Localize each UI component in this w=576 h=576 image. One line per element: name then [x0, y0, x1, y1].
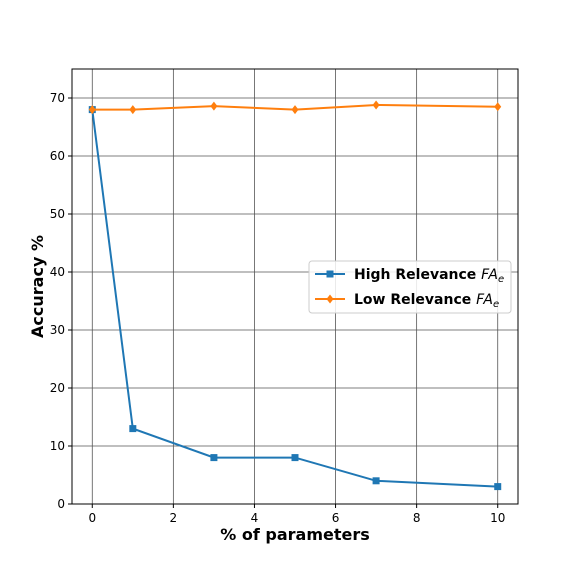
legend-entry: Low Relevance FAe: [315, 292, 499, 310]
y-tick-label: 50: [50, 207, 65, 221]
y-tick-label: 60: [50, 149, 65, 163]
y-tick-label: 10: [50, 439, 65, 453]
y-tick-label: 40: [50, 265, 65, 279]
series-layer: [88, 100, 502, 491]
legend-box: [308, 260, 512, 314]
y-tick-label: 0: [57, 497, 65, 511]
x-tick-label: 8: [413, 511, 421, 525]
series-line: [91, 109, 498, 488]
data-point: [210, 454, 218, 462]
data-point: [494, 483, 502, 491]
legend-label-subscript: e: [493, 299, 499, 310]
x-tick-label: 2: [170, 511, 178, 525]
data-point: [326, 294, 334, 304]
legend-label: High Relevance FAe: [354, 267, 504, 285]
y-axis-label: Accuracy %: [28, 235, 47, 338]
ticks: 0 2 4 6 8 10 0 10 20 30 40 50 60 70: [50, 91, 506, 525]
series-line: [92, 103, 498, 111]
data-point: [291, 454, 299, 462]
plot-frame: [71, 68, 519, 505]
x-axis-label: % of parameters: [220, 525, 370, 544]
legend-label-italic: FA: [476, 292, 493, 308]
y-tick-label: 20: [50, 381, 65, 395]
data-point: [88, 105, 96, 115]
data-point: [494, 102, 502, 112]
data-point: [291, 105, 299, 115]
x-tick-label: 6: [332, 511, 340, 525]
series-1: [88, 100, 502, 115]
data-point: [210, 101, 218, 111]
x-tick-label: 0: [88, 511, 96, 525]
legend-label-main: Low Relevance: [354, 292, 476, 308]
data-point: [372, 477, 380, 485]
data-point: [326, 270, 334, 278]
x-tick-label: 4: [251, 511, 259, 525]
legend-entry: High Relevance FAe: [315, 267, 504, 285]
data-point: [372, 100, 380, 110]
legend-label-subscript: e: [498, 274, 504, 285]
data-point: [129, 105, 137, 115]
y-tick-label: 70: [50, 91, 65, 105]
legend-label-main: High Relevance: [354, 267, 481, 283]
legend-label-italic: FA: [481, 267, 498, 283]
data-point: [129, 425, 137, 433]
x-tick-label: 10: [490, 511, 505, 525]
legend-label: Low Relevance FAe: [354, 292, 499, 310]
y-tick-label: 30: [50, 323, 65, 337]
